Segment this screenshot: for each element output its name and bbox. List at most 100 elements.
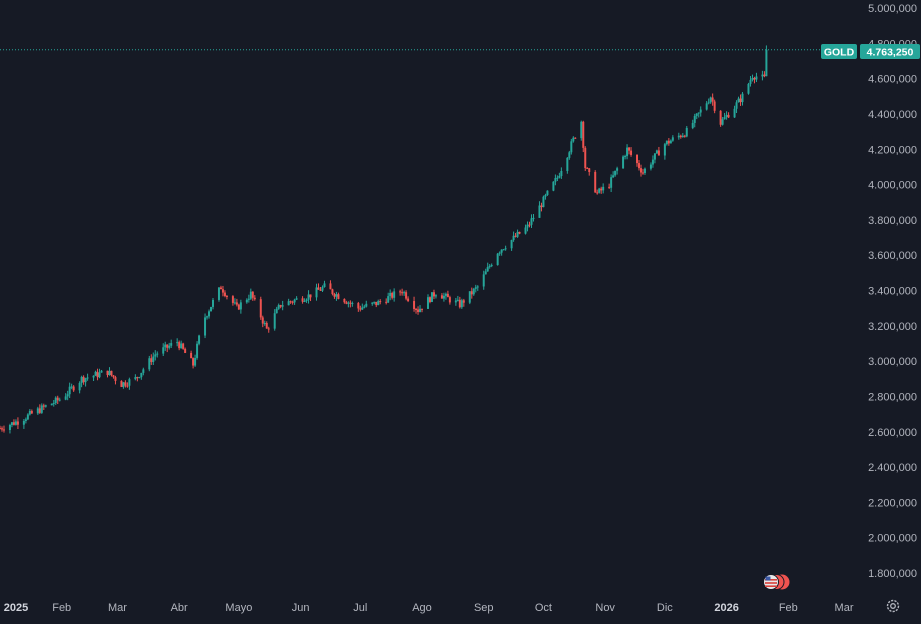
- candle-body: [38, 408, 41, 413]
- candle-body: [490, 265, 493, 267]
- candle-body: [92, 375, 95, 378]
- candle-body: [584, 147, 587, 169]
- candle-body: [560, 170, 563, 177]
- candle-body: [665, 140, 668, 145]
- candle-body: [446, 293, 449, 298]
- candle-body: [321, 287, 324, 291]
- candle-body: [329, 283, 332, 290]
- candle-body: [359, 308, 362, 310]
- candle-body: [14, 421, 17, 425]
- candle-body: [371, 302, 374, 304]
- candle-body: [190, 352, 193, 359]
- candle-body: [281, 305, 284, 307]
- candle-body: [259, 299, 262, 318]
- candle-body: [30, 410, 33, 414]
- candle-body: [22, 420, 25, 425]
- candle-body: [168, 345, 171, 348]
- candle-body: [572, 137, 575, 142]
- price-tick-label: 2.200,000: [868, 497, 917, 509]
- candle-body: [164, 344, 167, 348]
- price-tick-label: 2.000,000: [868, 533, 917, 545]
- candle-body: [391, 292, 394, 298]
- candle-body: [747, 83, 750, 94]
- candle-body: [510, 240, 513, 249]
- candle-body: [78, 382, 81, 391]
- time-tick-label: Dic: [657, 602, 673, 614]
- candle-body: [405, 292, 408, 299]
- candle-body: [106, 370, 109, 376]
- price-tick-label: 3.600,000: [868, 250, 917, 262]
- candle-body: [512, 235, 515, 241]
- gear-icon[interactable]: [886, 599, 900, 613]
- candle-body: [277, 305, 280, 309]
- candle-body: [192, 358, 195, 366]
- candle-body: [580, 121, 583, 139]
- candle-body: [253, 297, 256, 300]
- candle-body: [208, 311, 211, 317]
- candle-body: [303, 301, 306, 303]
- candle-body: [287, 301, 290, 306]
- candle-body: [554, 178, 557, 182]
- candle-body: [428, 297, 431, 302]
- time-tick-label: 2025: [4, 602, 28, 614]
- candle-body: [723, 117, 726, 120]
- candle-body: [749, 79, 752, 84]
- candle-body: [421, 308, 424, 310]
- us-flag-event-icon[interactable]: [763, 574, 790, 590]
- candle-body: [377, 301, 380, 306]
- candle-body: [751, 77, 754, 80]
- candle-body: [12, 422, 15, 425]
- candle-body: [643, 168, 646, 173]
- price-tick-label: 3.800,000: [868, 215, 917, 227]
- time-axis[interactable]: 2025 Feb Mar Abr Mayo Jun Jul Ago Sep Oct Nov Dic 20…: [4, 602, 854, 614]
- candle-body: [691, 122, 694, 128]
- candle-body: [68, 386, 71, 395]
- candle-body: [24, 419, 27, 421]
- candle-body: [50, 403, 53, 406]
- candle-body: [516, 231, 519, 237]
- candle-body: [110, 370, 113, 376]
- candle-body: [663, 144, 666, 156]
- candle-body: [721, 119, 724, 125]
- candle-body: [114, 377, 117, 381]
- candle-body: [532, 217, 535, 219]
- candle-body: [166, 344, 169, 348]
- time-tick-label: Sep: [474, 602, 494, 614]
- candle-body: [403, 292, 406, 294]
- candle-body: [556, 177, 559, 179]
- candle-body: [122, 382, 125, 387]
- candle-body: [432, 292, 435, 297]
- candle-body: [86, 377, 89, 379]
- price-tick-label: 4.600,000: [868, 74, 917, 86]
- candle-body: [28, 410, 31, 415]
- candle-body: [150, 358, 153, 363]
- time-tick-label: Nov: [595, 602, 615, 614]
- candle-body: [72, 386, 75, 391]
- candle-body: [26, 414, 29, 420]
- candle-body: [184, 348, 187, 353]
- price-axis[interactable]: 5.000,0004.800,0004.600,0004.400,0004.20…: [868, 3, 917, 580]
- candle-body: [719, 110, 722, 125]
- price-tick-label: 4.400,000: [868, 109, 917, 121]
- candle-body: [349, 302, 352, 304]
- candle-body: [415, 309, 418, 311]
- candle-body: [231, 296, 234, 303]
- candle-body: [542, 196, 545, 208]
- candle-body: [16, 421, 19, 425]
- candle-body: [502, 249, 505, 251]
- candle-body: [387, 296, 390, 303]
- price-tick-label: 3.400,000: [868, 286, 917, 298]
- time-tick-label: 2026: [714, 602, 738, 614]
- candle-body: [96, 371, 99, 378]
- candle-body: [711, 97, 714, 102]
- candle-body: [251, 291, 254, 298]
- candle-body: [616, 168, 619, 171]
- candle-body: [641, 172, 644, 174]
- candle-body: [602, 186, 605, 191]
- candle-body: [401, 292, 404, 294]
- price-tick-label: 2.800,000: [868, 391, 917, 403]
- candle-body: [295, 298, 298, 300]
- candle-body: [407, 298, 410, 302]
